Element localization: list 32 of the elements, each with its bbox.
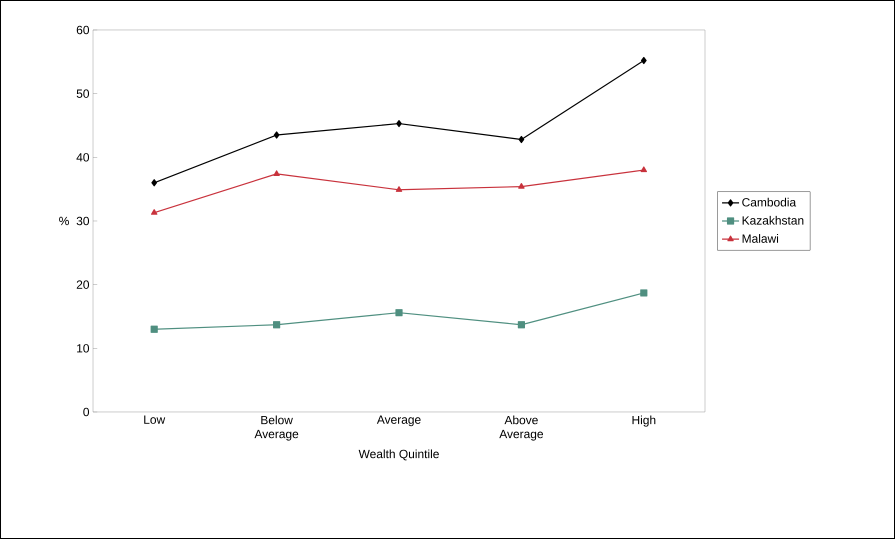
x-tick-label: Below Average	[254, 416, 298, 441]
x-tick-label: High	[632, 416, 656, 427]
point	[396, 120, 402, 128]
point	[151, 209, 158, 215]
point	[273, 321, 280, 328]
point	[518, 321, 526, 328]
legend-label: Cambodia	[742, 198, 796, 207]
y-tick-label: 0	[83, 408, 90, 416]
y-tick-label: 20	[76, 280, 90, 289]
point	[518, 136, 524, 144]
point	[640, 166, 647, 172]
legend-label: Kazakhstan	[742, 216, 804, 225]
y-tick-label: 40	[76, 153, 90, 162]
x-tick-label: Above Average	[499, 416, 544, 441]
point	[274, 131, 280, 139]
point	[151, 179, 158, 186]
x-tick-label: Average	[376, 416, 421, 426]
point	[396, 186, 402, 192]
y-tick-label: 50	[76, 89, 90, 98]
y-tick-label: 30	[76, 216, 90, 226]
point	[150, 326, 158, 333]
point	[518, 183, 525, 189]
y-tick-label: 10	[77, 344, 90, 353]
x-tick-label: Low	[144, 416, 166, 424]
y-tick-label: 60	[76, 26, 90, 34]
y-axis-title: %	[59, 216, 69, 226]
legend-label: Malawi	[742, 234, 778, 243]
point	[395, 309, 403, 316]
point	[640, 56, 647, 64]
x-axis-title: Wealth Quintile	[358, 449, 439, 460]
point	[640, 289, 648, 297]
point	[273, 170, 280, 176]
